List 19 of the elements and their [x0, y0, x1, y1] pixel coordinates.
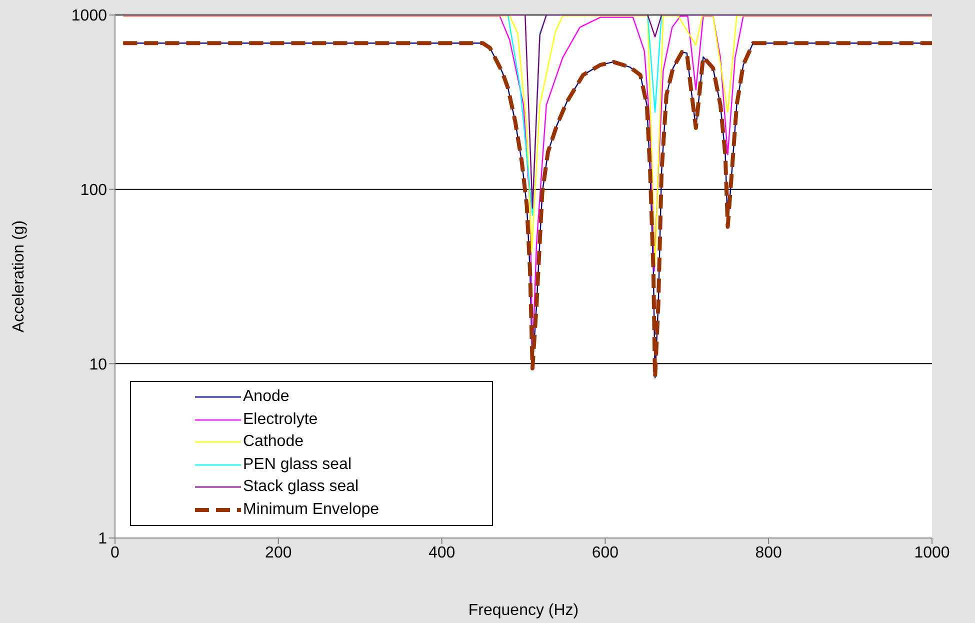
- legend-label: Electrolyte: [243, 410, 318, 429]
- x-tick-label: 400: [428, 544, 456, 562]
- y-tick-label: 1000: [71, 8, 108, 25]
- x-tick-label: 0: [110, 544, 120, 562]
- y-tick-label: 100: [80, 182, 108, 200]
- line-series: [122, 15, 932, 266]
- legend-label: Cathode: [243, 433, 304, 452]
- y-tick-label: 10: [89, 356, 108, 374]
- legend-label: Stack glass seal: [243, 478, 359, 496]
- x-tick-label: 800: [755, 544, 782, 562]
- x-tick-label: 1000: [914, 544, 950, 562]
- legend-label: PEN glass seal: [243, 456, 352, 474]
- legend-label: Anode: [243, 388, 290, 406]
- y-axis-title: Acceleration (g): [10, 220, 28, 333]
- x-tick-label: 600: [592, 544, 619, 562]
- x-axis-title: Frequency (Hz): [468, 602, 579, 619]
- x-tick-label: 200: [265, 544, 292, 562]
- y-tick-label: 1: [98, 530, 108, 548]
- legend-label: Minimum Envelope: [243, 500, 380, 519]
